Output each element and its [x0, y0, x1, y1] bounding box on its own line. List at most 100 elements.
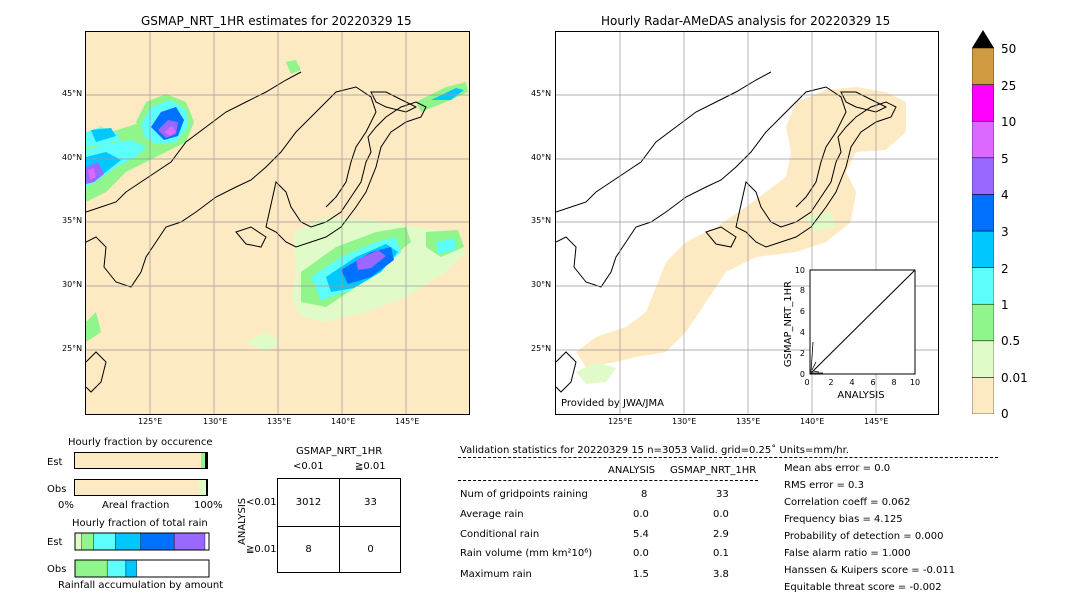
validation-col-gsmap: GSMAP_NRT_1HR — [670, 465, 757, 476]
left-lat-tick: 40°N — [62, 153, 83, 162]
colorbar-label: 4 — [1001, 188, 1009, 202]
right-lat-tick: 45°N — [531, 89, 552, 98]
score-line: Mean abs error = 0.0 — [784, 463, 891, 474]
total-fraction-segment — [140, 532, 175, 551]
inset-ylabel: GSMAP_NRT_1HR — [783, 281, 794, 367]
total-row-obs: Obs — [47, 564, 67, 575]
inset-xtick: 0 — [804, 378, 809, 387]
stat-analysis: 0.0 — [633, 509, 649, 520]
occurrence-axis-right: 100% — [194, 500, 223, 511]
contingency-col-ge: ≧0.01 — [355, 461, 386, 472]
inset-ytick: 6 — [800, 307, 805, 316]
colorbar — [971, 30, 995, 415]
inset-xtick: 2 — [828, 378, 833, 387]
stat-gsmap: 2.9 — [713, 529, 729, 540]
inset-ytick: 0 — [800, 370, 805, 379]
colorbar-segment — [971, 230, 995, 268]
left-lon-tick: 125°E — [138, 417, 163, 426]
stat-label: Rain volume (mm km²10⁶) — [460, 548, 593, 559]
occurrence-row-est: Est — [47, 457, 63, 468]
colorbar-label: 3 — [1001, 225, 1009, 239]
right-lon-tick: 140°E — [800, 417, 825, 426]
colorbar-segment — [971, 157, 995, 195]
gridlines — [86, 32, 469, 414]
inset-ytick: 4 — [800, 328, 805, 337]
contingency-header: GSMAP_NRT_1HR — [296, 446, 383, 457]
right-lat-tick: 40°N — [531, 153, 552, 162]
contingency-cell: 3012 — [295, 497, 322, 508]
validation-title: Validation statistics for 20220329 15 n=… — [460, 445, 849, 456]
occurrence-axis-left: 0% — [58, 500, 74, 511]
stat-analysis: 1.5 — [633, 569, 649, 580]
total-fraction-segment — [125, 559, 137, 578]
colorbar-segment — [971, 377, 995, 415]
colorbar-segment — [971, 120, 995, 159]
score-line: RMS error = 0.3 — [784, 480, 864, 491]
stat-gsmap: 3.8 — [713, 569, 729, 580]
colorbar-label: 0 — [1001, 407, 1009, 421]
score-line: Probability of detection = 0.000 — [784, 531, 944, 542]
left-lon-tick: 135°E — [267, 417, 292, 426]
total-fraction-border — [74, 559, 210, 578]
total-fraction-segment — [93, 532, 116, 551]
score-line: False alarm ratio = 1.000 — [784, 548, 911, 559]
colorbar-extend-triangle — [972, 30, 994, 48]
radar-coastlines — [556, 71, 897, 393]
total-fraction-segment — [173, 532, 206, 551]
colorbar-segment — [971, 340, 995, 378]
total-fraction-segment — [74, 559, 108, 578]
stat-analysis: 0.0 — [633, 548, 649, 559]
right-lon-tick: 135°E — [736, 417, 761, 426]
inset-xtick: 4 — [849, 378, 854, 387]
stat-gsmap: 0.1 — [713, 548, 729, 559]
total-bars-svg — [74, 532, 210, 578]
stat-analysis: 8 — [641, 489, 648, 500]
stat-label: Num of gridpoints raining — [460, 489, 588, 500]
inset-xtick: 6 — [870, 378, 875, 387]
colorbar-label: 0.5 — [1001, 334, 1021, 348]
score-line: Hanssen & Kuipers score = -0.011 — [784, 565, 956, 576]
total-fraction-border — [74, 532, 210, 551]
inset-xtick: 10 — [910, 378, 920, 387]
contingency-table: 3012 33 8 0 — [277, 478, 401, 573]
contingency-col-lt: <0.01 — [293, 461, 324, 472]
scatter-inset-svg: 0 2 4 6 8 10 0 2 4 6 8 10 ANALYSIS GSMAP… — [783, 266, 920, 401]
occurrence-bar-obs — [74, 479, 208, 496]
right-map-title: Hourly Radar-AMeDAS analysis for 2022032… — [601, 14, 891, 28]
left-lon-tick: 140°E — [331, 417, 356, 426]
score-line: Equitable threat score = -0.002 — [784, 582, 942, 593]
validation-subdivider — [458, 480, 758, 481]
provider-credit: Provided by JWA/JMA — [561, 398, 664, 409]
left-lat-tick: 30°N — [62, 280, 83, 289]
stat-label: Average rain — [460, 509, 524, 520]
stat-label: Conditional rain — [460, 529, 540, 540]
colorbar-svg — [971, 30, 995, 415]
total-fraction-segment — [74, 532, 82, 551]
colorbar-label: 25 — [1001, 79, 1017, 93]
inset-ytick: 8 — [800, 286, 805, 295]
total-fraction-segment — [106, 559, 127, 578]
right-lat-tick: 30°N — [531, 280, 552, 289]
colorbar-segment — [971, 47, 995, 85]
contingency-cell: 8 — [305, 544, 312, 555]
inset-ytick: 10 — [795, 266, 805, 275]
colorbar-label: 0.01 — [1001, 371, 1028, 385]
right-lat-tick: 25°N — [531, 344, 552, 353]
score-line: Correlation coeff = 0.062 — [784, 497, 911, 508]
gsmap-map-svg — [86, 32, 469, 414]
right-lon-tick: 145°E — [864, 417, 889, 426]
contingency-row-ge: ≧0.01 — [246, 544, 277, 555]
colorbar-label: 5 — [1001, 152, 1009, 166]
total-fraction-segment — [115, 532, 141, 551]
contingency-row-lt: <0.01 — [246, 497, 277, 508]
inset-ytick: 2 — [800, 349, 805, 358]
colorbar-segment — [971, 194, 995, 232]
occurrence-bars — [74, 452, 208, 497]
rain-patches — [86, 60, 468, 352]
stat-label: Maximum rain — [460, 569, 532, 580]
colorbar-label: 50 — [1001, 42, 1017, 56]
colorbar-label: 10 — [1001, 115, 1017, 129]
stat-analysis: 5.4 — [633, 529, 649, 540]
inset-xlabel: ANALYSIS — [837, 390, 884, 401]
inset-xtick: 8 — [891, 378, 896, 387]
